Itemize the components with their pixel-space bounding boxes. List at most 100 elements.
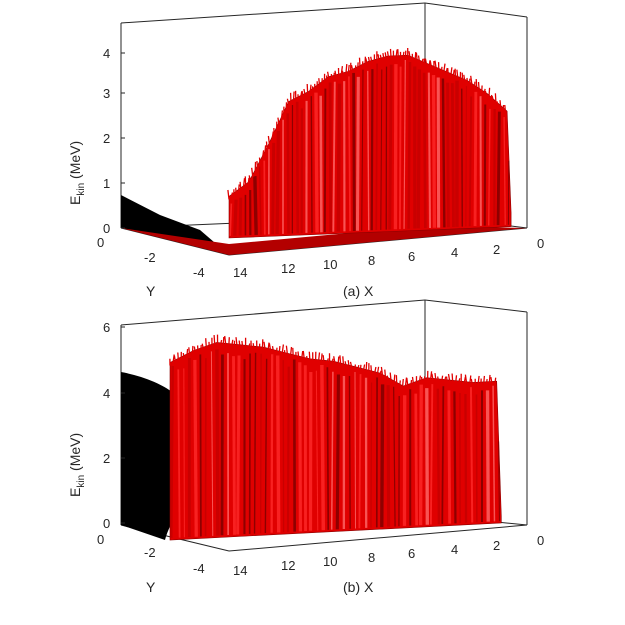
surface-envelope <box>228 54 512 239</box>
caption-b: (b) X <box>343 579 374 595</box>
surface-streak <box>441 386 445 524</box>
surface-streak <box>199 354 202 537</box>
surface-streak <box>193 359 198 537</box>
surface-streak <box>418 384 423 526</box>
y-tick-label-a: 0 <box>97 235 104 250</box>
surface-fringe <box>227 47 507 200</box>
surface-streak <box>398 66 402 230</box>
surface-streak <box>286 366 290 532</box>
z-tick-label-b: 6 <box>103 320 110 335</box>
surface-streak <box>258 166 262 235</box>
surface-streak <box>358 374 362 529</box>
z-tick-label-b: 0 <box>103 516 110 531</box>
z-axis-label-a: Ekin (MeV) <box>67 141 87 205</box>
surface-streak <box>348 376 351 529</box>
y-tick-label-b: 0 <box>97 532 104 547</box>
surface-streak <box>210 351 214 536</box>
surface-streak <box>355 76 360 231</box>
surface-streak <box>464 393 468 523</box>
surface-streak <box>328 82 333 232</box>
surface-streak <box>450 83 455 228</box>
surface-streak <box>264 358 268 534</box>
surface-streak <box>370 382 373 528</box>
surface-streak <box>298 362 303 532</box>
surface-streak <box>485 390 490 522</box>
surface-envelope <box>169 342 502 541</box>
z-ticks-b: 0 2 4 6 <box>103 320 125 531</box>
surface-streak <box>403 60 406 229</box>
surface-streak <box>354 372 357 529</box>
surface-streak <box>336 83 342 232</box>
surface-streak <box>286 113 290 234</box>
y-tick-label-b: -2 <box>144 545 156 560</box>
surface-streak <box>427 72 432 228</box>
x-tick-label-b: 0 <box>537 533 544 548</box>
surface-streak <box>183 368 185 538</box>
surface-streak <box>473 91 478 227</box>
surface-streak <box>270 354 274 533</box>
surface-streak <box>326 367 330 530</box>
z-tick-label-a: 1 <box>103 176 110 191</box>
surface-streak <box>275 130 281 235</box>
z-tick-label-a: 0 <box>103 221 110 236</box>
x-tick-label-b: 8 <box>368 550 375 565</box>
surface-streak <box>498 441 500 522</box>
surface-streak <box>393 386 396 527</box>
x-tick-label-a: 10 <box>323 257 337 272</box>
x-tick-label-a: 12 <box>281 261 295 276</box>
surface-streak <box>332 81 336 232</box>
surface-streak <box>416 69 422 229</box>
surface-streak <box>469 387 474 523</box>
surface-streak <box>275 355 281 533</box>
surface-fringe <box>169 334 497 389</box>
x-tick-label-a: 2 <box>493 242 500 257</box>
surface-streak <box>215 349 220 536</box>
surface-streak <box>407 61 412 229</box>
surface-streak <box>388 64 393 230</box>
surface-streak <box>170 366 174 538</box>
panel-a: 0 1 2 3 4 Ekin (MeV) 0 -2 -4 Y 14 12 10 … <box>67 2 544 299</box>
z-tick-label-b: 4 <box>103 386 110 401</box>
x-tick-label-b: 14 <box>233 563 247 578</box>
surface-streak <box>253 352 257 534</box>
surface-streak <box>352 72 356 231</box>
x-tick-label-b: 6 <box>408 546 415 561</box>
y-axis-label-b: Y <box>146 579 156 595</box>
surface-streak <box>229 203 233 236</box>
surface-streak <box>330 371 334 530</box>
y-tick-label-a: -4 <box>193 265 205 280</box>
surface-streak <box>380 69 383 230</box>
z-tick-label-a: 4 <box>103 46 110 61</box>
surface-streak <box>320 364 326 531</box>
x-tick-label-a: 6 <box>408 249 415 264</box>
y-axis-label-a: Y <box>146 283 156 299</box>
surface-streak <box>323 88 327 233</box>
floor-sheet <box>121 226 527 255</box>
x-tick-label-a: 4 <box>451 245 458 260</box>
x-tick-label-a: 0 <box>537 236 544 251</box>
surface-streak <box>425 388 429 525</box>
surface-streak <box>238 197 243 236</box>
x-tick-label-a: 8 <box>368 253 375 268</box>
x-tick-label-b: 2 <box>493 538 500 553</box>
surface-streak <box>361 69 364 231</box>
x-tick-label-b: 10 <box>323 554 337 569</box>
surface-streak <box>422 72 427 229</box>
y-tick-label-a: -2 <box>144 250 156 265</box>
surface-streak <box>271 142 276 235</box>
surface-streak <box>461 88 463 227</box>
surface-streak <box>253 176 258 235</box>
surface-streak <box>263 160 266 235</box>
y-tick-label-b: -4 <box>193 561 205 576</box>
surface-streak <box>177 369 181 538</box>
caption-a: (a) X <box>343 283 374 299</box>
surface-streak <box>431 75 437 228</box>
z-tick-label-a: 2 <box>103 131 110 146</box>
surface-streak <box>447 390 452 524</box>
x-tick-label-b: 4 <box>451 542 458 557</box>
z-ticks-a: 0 1 2 3 4 <box>103 46 125 236</box>
surface-streak <box>236 355 241 535</box>
surface-streak <box>315 370 319 531</box>
surface-streak <box>446 82 450 228</box>
